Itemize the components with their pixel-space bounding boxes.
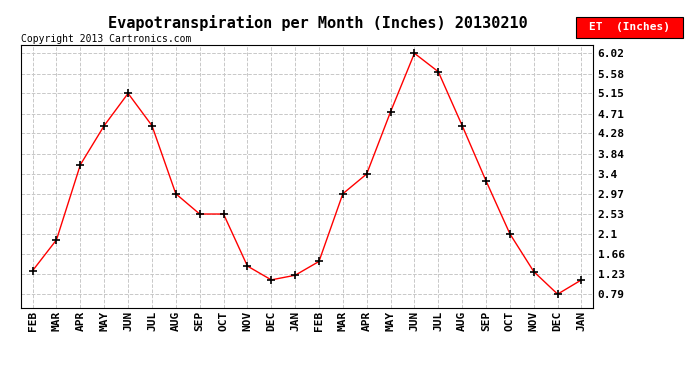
Text: ET  (Inches): ET (Inches) <box>589 22 671 32</box>
Text: Evapotranspiration per Month (Inches) 20130210: Evapotranspiration per Month (Inches) 20… <box>108 15 527 31</box>
Text: Copyright 2013 Cartronics.com: Copyright 2013 Cartronics.com <box>21 34 191 44</box>
